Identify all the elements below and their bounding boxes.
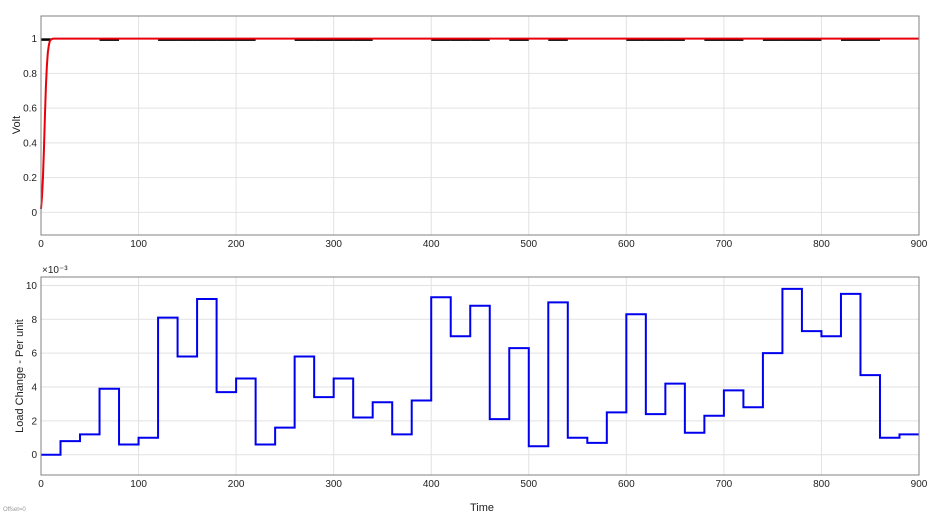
y-tick-label: 0.8 xyxy=(23,69,37,80)
x-tick-label: 100 xyxy=(130,479,147,490)
x-tick-label: 600 xyxy=(618,479,635,490)
x-tick-label: 100 xyxy=(130,239,147,250)
x-tick-label: 800 xyxy=(813,479,830,490)
x-tick-label: 0 xyxy=(38,479,44,490)
voltage-plot: 0 100 200 300 400 500 600 700 800 900 00.20.40.60… xyxy=(11,15,928,250)
y-tick-label: 0.4 xyxy=(23,138,37,149)
y-tick-label: 0 xyxy=(31,208,37,219)
x-tick-label: 900 xyxy=(911,239,928,250)
x-tick-label: 500 xyxy=(520,479,537,490)
x-tick-label: 200 xyxy=(228,479,245,490)
load-change-y-axis-label: Load Change - Per unit xyxy=(14,319,26,433)
load-change-x-tick-labels: 0 100 200 300 400 500 600 700 800 900 xyxy=(38,479,928,490)
y-tick-label: 0.6 xyxy=(23,104,37,115)
x-tick-label: 900 xyxy=(911,479,928,490)
x-tick-label: 400 xyxy=(423,479,440,490)
load-change-plot-area xyxy=(41,277,919,475)
offset-footnote: Offset=0 xyxy=(3,507,26,513)
voltage-plot-area xyxy=(41,16,919,235)
y-tick-label: 0 xyxy=(31,450,37,461)
x-tick-label: 0 xyxy=(38,239,44,250)
voltage-axes-frame xyxy=(40,15,920,236)
y-tick-label: 2 xyxy=(31,416,37,427)
voltage-x-tick-labels: 0 100 200 300 400 500 600 700 800 900 xyxy=(38,239,928,250)
x-tick-label: 300 xyxy=(325,239,342,250)
load-change-series-line xyxy=(41,287,919,456)
x-tick-label: 500 xyxy=(520,239,537,250)
voltage-y-tick-labels: 0 0.2 0.4 0.6 0.8 1 xyxy=(23,34,37,219)
x-tick-label: 800 xyxy=(813,239,830,250)
y-tick-label: 0.2 xyxy=(23,173,37,184)
load-change-plot: 0 100 200 300 400 500 600 700 800 900 0 2 4 6 8 10 ×10… xyxy=(14,265,928,514)
x-tick-label: 700 xyxy=(716,479,733,490)
x-tick-label: 600 xyxy=(618,239,635,250)
x-tick-label: 200 xyxy=(228,239,245,250)
load-change-axes-frame xyxy=(40,276,920,476)
y-tick-label: 8 xyxy=(31,315,37,326)
load-change-exponent-label: ×10⁻³ xyxy=(42,265,68,276)
x-tick-label: 700 xyxy=(716,239,733,250)
y-tick-label: 10 xyxy=(26,281,38,292)
y-tick-label: 1 xyxy=(31,34,37,45)
y-tick-label: 6 xyxy=(31,349,37,360)
voltage-y-axis-label: Volt xyxy=(11,116,23,134)
y-tick-label: 4 xyxy=(31,383,37,394)
x-tick-label: 400 xyxy=(423,239,440,250)
voltage-series-line xyxy=(40,37,919,210)
load-change-y-tick-labels: 0 2 4 6 8 10 xyxy=(26,281,38,461)
load-change-x-axis-label: Time xyxy=(470,502,494,514)
x-tick-label: 300 xyxy=(325,479,342,490)
